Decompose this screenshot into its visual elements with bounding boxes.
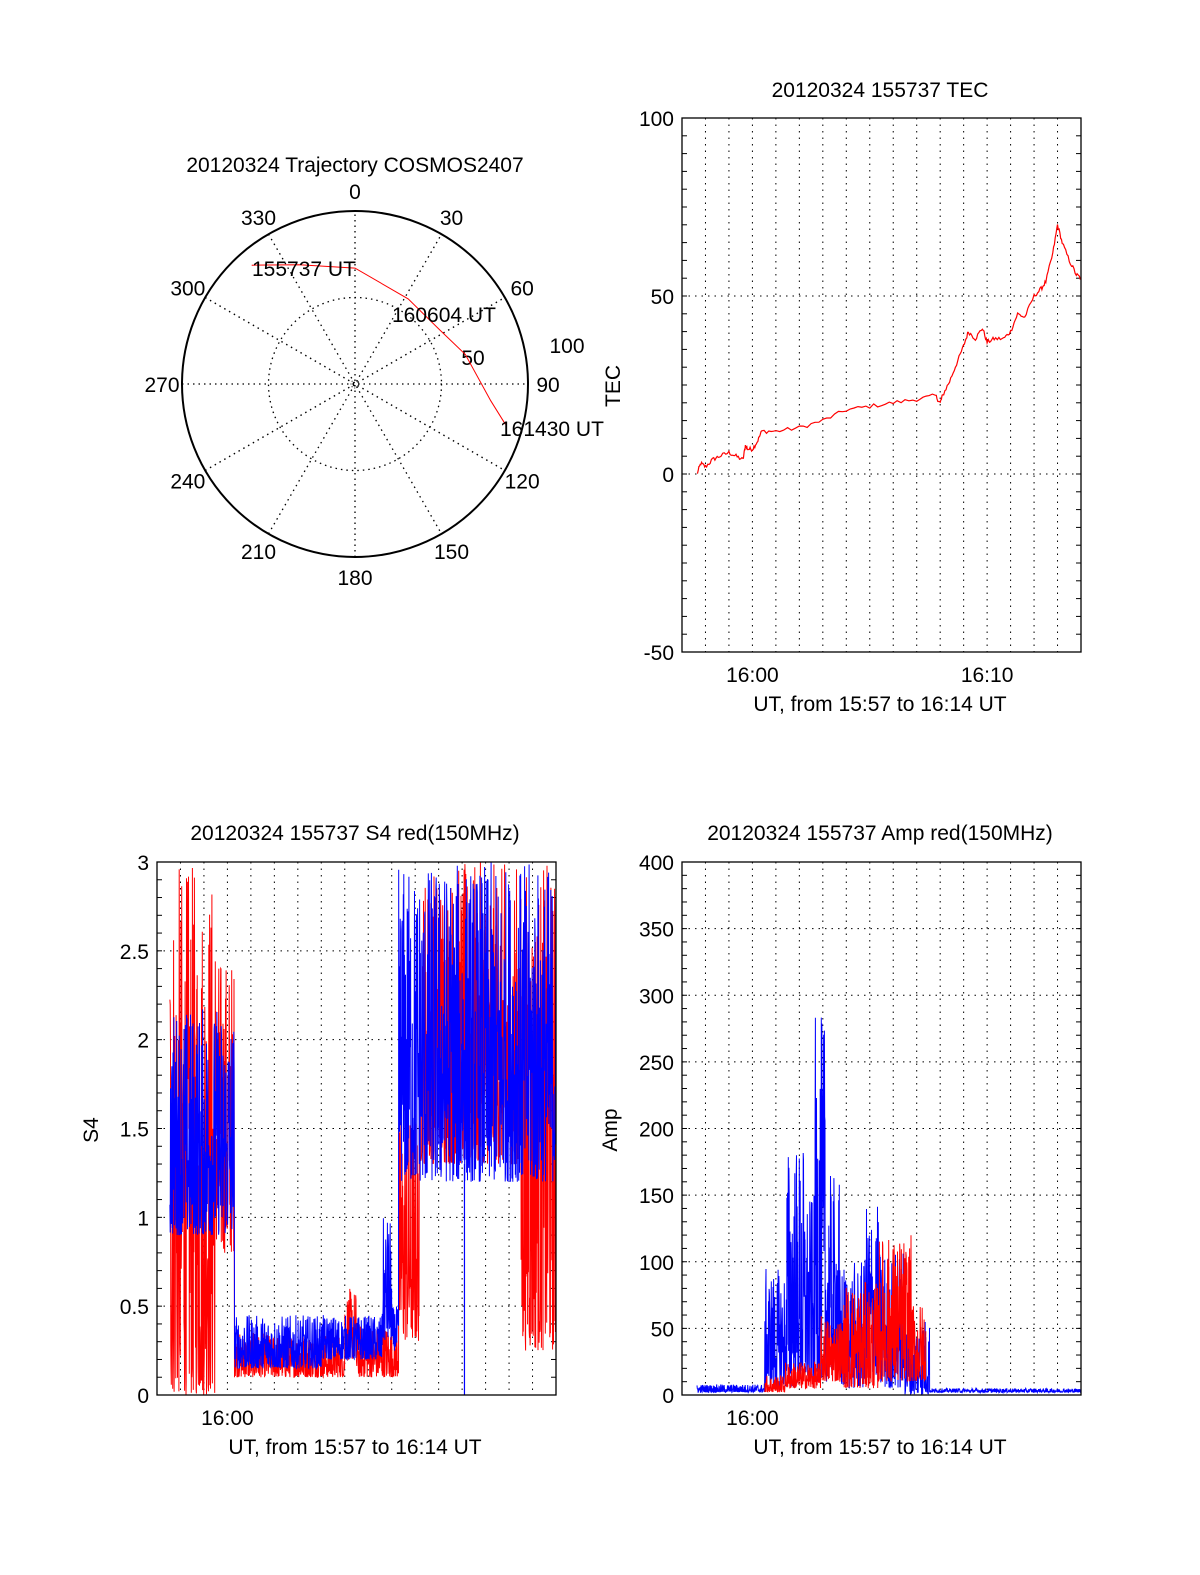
polar-angle-label-120: 120 [505,471,540,494]
tec-xtick-label: 16:00 [726,664,779,687]
s4-series-blue [169,862,556,1371]
amp-ylabel: Amp [599,1108,622,1151]
amp-plot: 20120324 155737 Amp red(150MHz) UT, from… [599,822,1082,1459]
polar-angle-label-150: 150 [434,541,469,564]
polar-angle-label-270: 270 [144,374,179,397]
amp-ytick-label: 150 [639,1185,674,1208]
amp-ytick-label: 0 [662,1385,674,1408]
s4-xlabel: UT, from 15:57 to 16:14 UT [228,1436,481,1459]
amp-xtick-label: 16:00 [726,1407,779,1430]
s4-xtick-label: 16:00 [201,1407,254,1430]
amp-xlabel: UT, from 15:57 to 16:14 UT [753,1436,1006,1459]
polar-radial-label: TEC [602,365,625,407]
tec-frame [681,117,1082,653]
s4-title: 20120324 155737 S4 red(150MHz) [190,822,519,845]
polar-trajectory-plot: 20120324 Trajectory COSMOS2407 0 30 60 90 12… [144,154,625,590]
polar-angle-label-210: 210 [241,541,276,564]
s4-plot: 20120324 155737 S4 red(150MHz) UT, from … [80,822,557,1459]
polar-radial-tick-100: 100 [549,335,584,358]
polar-angle-label-330: 330 [241,207,276,230]
polar-angle-label-300: 300 [170,278,205,301]
tec-plot: 20120324 155737 TEC UT, from 15:57 to 16… [639,79,1082,716]
tec-ytick-label: 0 [662,464,674,487]
polar-angle-label-30: 30 [440,207,463,230]
polar-angle-labels: 0 30 60 90 120 150 180 210 240 270 300 330 [144,181,559,590]
polar-title: 20120324 Trajectory COSMOS2407 [186,154,523,177]
tec-ytick-label: 50 [651,286,674,309]
s4-ylabel: S4 [80,1117,103,1143]
s4-frame [156,861,557,1396]
s4-ytick-label: 3 [137,852,149,875]
s4-ytick-label: 0.5 [120,1296,149,1319]
trajectory-line [251,264,506,425]
polar-angle-label-0: 0 [349,181,361,204]
trajectory-label-middle: 160604 UT [392,304,496,327]
s4-ytick-label: 2.5 [120,941,149,964]
amp-series-red [764,1235,927,1393]
s4-ytick-label: 2 [137,1030,149,1053]
tec-xtick-label: 16:10 [961,664,1014,687]
s4-ytick-label: 0 [137,1385,149,1408]
polar-angle-label-90: 90 [536,374,559,397]
polar-center [350,379,360,389]
amp-ytick-label: 200 [639,1119,674,1142]
amp-ytick-label: 50 [651,1318,674,1341]
tec-ytick-label: 100 [639,108,674,131]
tec-title: 20120324 155737 TEC [772,79,989,102]
amp-ytick-label: 400 [639,852,674,875]
amp-frame [681,861,1082,1396]
amp-ytick-label: 100 [639,1252,674,1275]
tec-ytick-label: -50 [644,642,674,665]
polar-grid [181,210,529,558]
trajectory-label-end: 161430 UT [500,418,604,441]
tec-xlabel: UT, from 15:57 to 16:14 UT [753,693,1006,716]
amp-ytick-label: 300 [639,985,674,1008]
polar-angle-label-180: 180 [337,567,372,590]
amp-ytick-label: 250 [639,1052,674,1075]
s4-ytick-label: 1.5 [120,1119,149,1142]
polar-radial-tick-50: 50 [461,347,484,370]
amp-ytick-label: 350 [639,919,674,942]
polar-angle-label-240: 240 [170,471,205,494]
trajectory-label-start: 155737 UT [252,258,356,281]
amp-title: 20120324 155737 Amp red(150MHz) [707,822,1053,845]
tec-series-line [696,224,1082,474]
s4-ytick-label: 1 [137,1207,149,1230]
polar-angle-label-60: 60 [510,278,533,301]
